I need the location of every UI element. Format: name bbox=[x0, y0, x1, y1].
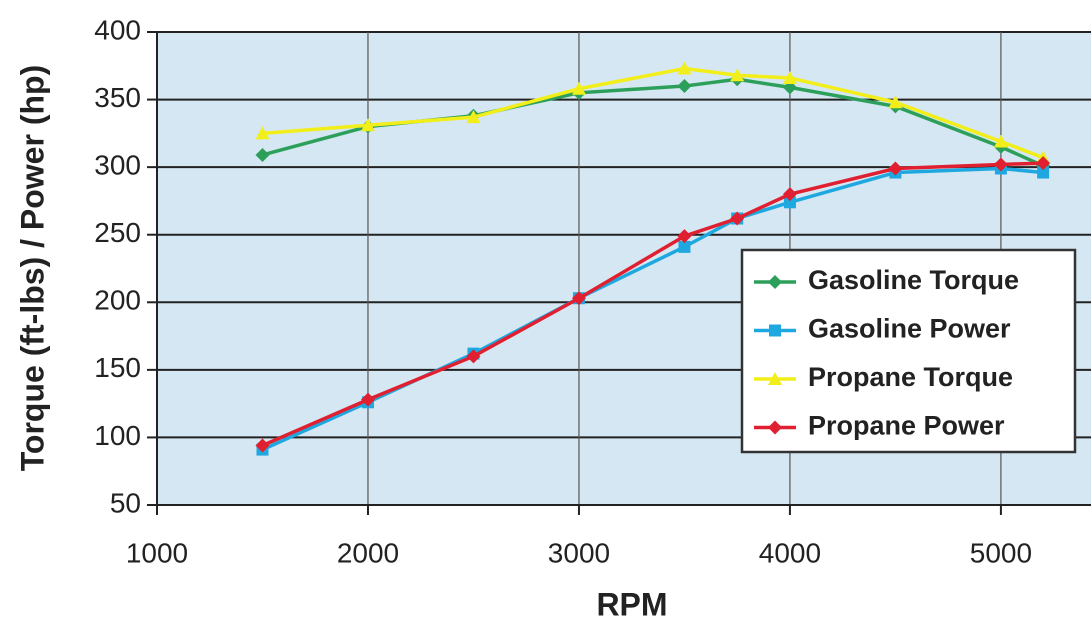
legend: Gasoline Torque Gasoline Power Propane Tor… bbox=[740, 248, 1077, 454]
marker bbox=[782, 187, 797, 202]
y-tick-label: 350 bbox=[94, 82, 141, 113]
legend-label: Gasoline Torque bbox=[808, 265, 1019, 295]
marker bbox=[730, 211, 745, 226]
y-tick-label: 150 bbox=[94, 352, 141, 383]
marker bbox=[1037, 166, 1050, 179]
series-line bbox=[261, 161, 1044, 448]
x-tick-label: 5000 bbox=[970, 537, 1032, 568]
legend-label: Propane Torque bbox=[808, 362, 1013, 392]
legend-marker bbox=[768, 275, 782, 289]
marker bbox=[360, 118, 375, 132]
legend-label: Gasoline Power bbox=[808, 314, 1011, 344]
y-tick-label: 100 bbox=[94, 420, 141, 451]
series-line bbox=[262, 66, 1044, 160]
y-tick-label: 50 bbox=[110, 487, 141, 518]
marker bbox=[1036, 156, 1051, 171]
marker bbox=[571, 291, 586, 306]
y-tick-label: 400 bbox=[94, 14, 141, 45]
marker bbox=[782, 70, 797, 84]
legend-label: Propane Power bbox=[808, 411, 1005, 441]
marker bbox=[888, 161, 903, 176]
x-tick-label: 4000 bbox=[759, 537, 821, 568]
marker bbox=[255, 147, 270, 162]
marker bbox=[466, 110, 481, 124]
marker bbox=[993, 157, 1008, 172]
y-tick-label: 300 bbox=[94, 150, 141, 181]
x-tick-label: 3000 bbox=[548, 537, 610, 568]
marker bbox=[466, 349, 481, 364]
marker bbox=[730, 68, 745, 82]
marker bbox=[677, 229, 692, 244]
marker bbox=[677, 79, 692, 94]
marker bbox=[993, 134, 1008, 148]
marker bbox=[888, 95, 903, 109]
marker bbox=[678, 240, 691, 253]
marker bbox=[255, 438, 270, 453]
marker bbox=[571, 81, 586, 95]
marker bbox=[255, 126, 270, 140]
legend-marker bbox=[768, 420, 782, 435]
y-tick-label: 250 bbox=[94, 217, 141, 248]
legend-marker bbox=[768, 372, 782, 385]
y-axis-title: Torque (ft-lbs) / Power (hp) bbox=[14, 65, 50, 471]
legend-box bbox=[740, 248, 1077, 454]
marker bbox=[783, 196, 796, 209]
y-tick-label: 200 bbox=[94, 285, 141, 316]
x-tick-label: 1000 bbox=[126, 537, 188, 568]
x-tick-label: 2000 bbox=[337, 537, 399, 568]
marker bbox=[360, 392, 375, 407]
x-axis-title: RPM bbox=[596, 586, 667, 622]
legend-marker bbox=[769, 324, 781, 337]
marker bbox=[677, 61, 692, 75]
